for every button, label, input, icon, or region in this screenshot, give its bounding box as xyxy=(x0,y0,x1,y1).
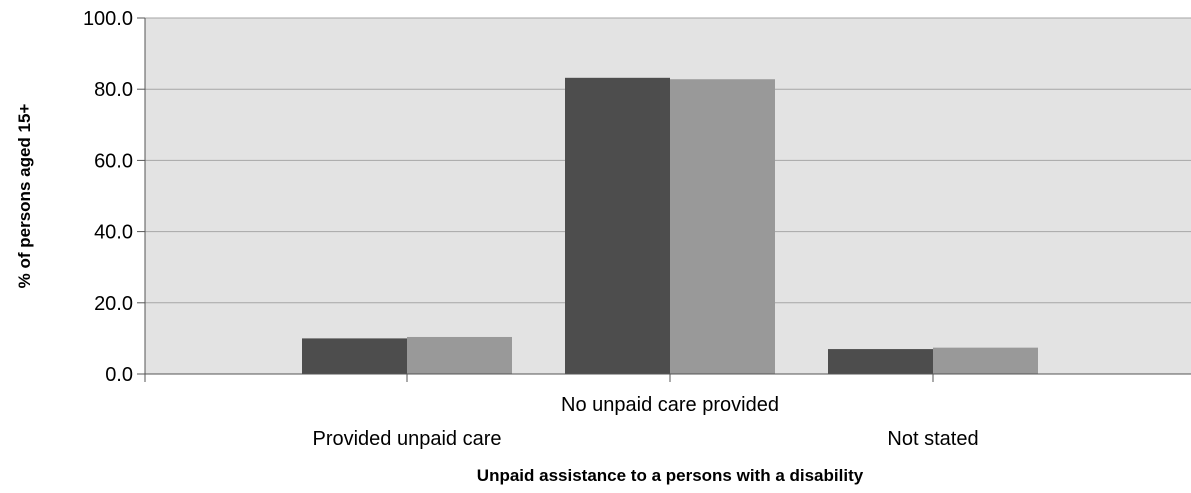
y-tick-label: 20.0 xyxy=(94,293,133,315)
y-tick-labels: 0.0 20.0 40.0 60.0 80.0 100.0 xyxy=(83,8,133,386)
bars xyxy=(302,77,1038,375)
axes xyxy=(137,17,1191,382)
x-axis-title: Unpaid assistance to a persons with a di… xyxy=(477,466,864,485)
y-tick-label: 100.0 xyxy=(83,8,133,30)
bar xyxy=(302,338,407,374)
bar xyxy=(565,77,670,375)
bar xyxy=(828,349,933,374)
y-tick-label: 60.0 xyxy=(94,150,133,172)
x-category-label: Not stated xyxy=(887,428,978,450)
x-category-label: No unpaid care provided xyxy=(561,394,779,416)
bar xyxy=(407,336,512,374)
y-tick-label: 0.0 xyxy=(105,364,133,386)
bar xyxy=(670,79,775,375)
y-tick-label: 80.0 xyxy=(94,79,133,101)
y-tick-label: 40.0 xyxy=(94,222,133,244)
x-category-labels: Provided unpaid care No unpaid care provi… xyxy=(312,394,978,450)
y-axis-title: % of persons aged 15+ xyxy=(15,104,34,289)
x-category-label: Provided unpaid care xyxy=(312,428,501,450)
bar xyxy=(933,347,1038,374)
